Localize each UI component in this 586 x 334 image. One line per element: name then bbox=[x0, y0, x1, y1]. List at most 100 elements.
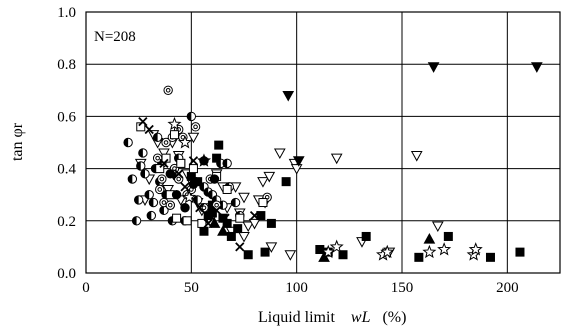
data-point-filled-square bbox=[281, 177, 291, 187]
marker-inner bbox=[155, 155, 160, 161]
marker-shape bbox=[180, 203, 190, 213]
data-point-half-filled-circle bbox=[148, 197, 159, 208]
marker-shape bbox=[380, 244, 395, 259]
data-point-open-triangle-down bbox=[162, 184, 175, 196]
x-tick-label: 200 bbox=[496, 280, 519, 296]
data-point-open-star bbox=[178, 135, 193, 149]
marker-shape bbox=[321, 244, 336, 259]
marker-half bbox=[134, 195, 139, 205]
marker-shape bbox=[199, 226, 209, 236]
data-point-filled-triangle-down bbox=[282, 91, 295, 102]
data-point-open-star bbox=[380, 244, 395, 259]
x-axis-unit: (%) bbox=[382, 309, 406, 326]
data-point-filled-square bbox=[338, 250, 348, 260]
data-point-filled-square bbox=[214, 140, 224, 150]
marker-shape bbox=[485, 252, 495, 262]
marker-shape bbox=[217, 225, 229, 236]
data-point-half-filled-circle bbox=[123, 137, 133, 148]
data-point-open-triangle-down bbox=[242, 221, 255, 233]
data-point-filled-square bbox=[315, 245, 325, 255]
data-point-filled-square bbox=[485, 252, 495, 262]
marker-shape bbox=[220, 213, 230, 223]
marker-shape bbox=[211, 205, 222, 215]
plot-frame bbox=[85, 11, 561, 274]
marker-inner bbox=[214, 202, 219, 208]
data-point-filled-triangle-down bbox=[427, 62, 440, 73]
marker-shape bbox=[214, 140, 224, 150]
data-point-open-triangle-down bbox=[248, 218, 261, 230]
data-point-open-square bbox=[222, 184, 232, 194]
marker-shape bbox=[182, 216, 192, 226]
marker-shape bbox=[249, 210, 260, 221]
data-point-open-square bbox=[169, 130, 179, 140]
data-point-filled-circle bbox=[188, 179, 199, 189]
data-point-cross bbox=[203, 218, 213, 229]
marker-shape bbox=[284, 250, 297, 261]
data-point-filled-square bbox=[199, 226, 209, 236]
marker-inner bbox=[193, 124, 198, 130]
marker-half bbox=[149, 198, 154, 207]
data-point-cross bbox=[180, 182, 190, 192]
data-point-filled-triangle-up bbox=[217, 225, 229, 236]
data-point-cross bbox=[159, 158, 169, 169]
marker-shape bbox=[290, 164, 303, 175]
y-tick-labels: 0.0 0.2 0.4 0.6 0.8 1.0 bbox=[57, 5, 76, 282]
marker-shape bbox=[515, 247, 525, 257]
y-tick-label: 1.0 bbox=[57, 5, 76, 21]
data-point-half-filled-circle bbox=[230, 197, 241, 208]
data-point-open-square bbox=[197, 218, 207, 228]
y-tick-label: 0.8 bbox=[57, 57, 76, 73]
marker-half bbox=[128, 174, 133, 184]
marker-half bbox=[168, 216, 173, 225]
marker-half bbox=[151, 164, 156, 173]
data-point-cross bbox=[144, 124, 154, 135]
marker-shape bbox=[248, 218, 261, 230]
data-point-half-filled-circle bbox=[159, 205, 169, 216]
data-point-open-triangle-down bbox=[158, 148, 170, 159]
data-point-open-square bbox=[182, 216, 192, 226]
data-point-filled-circle bbox=[171, 190, 182, 200]
marker-shape bbox=[318, 251, 330, 262]
marker-shape bbox=[423, 233, 436, 244]
marker-shape bbox=[182, 189, 197, 204]
data-point-open-triangle-down bbox=[330, 153, 343, 165]
marker-inner bbox=[201, 205, 207, 211]
marker-half bbox=[159, 206, 164, 215]
data-point-half-filled-circle bbox=[140, 169, 150, 179]
marker-shape bbox=[144, 124, 154, 135]
marker-shape bbox=[138, 116, 148, 127]
data-point-open-triangle-down bbox=[431, 221, 444, 233]
data-point-filled-square bbox=[233, 224, 243, 234]
data-point-double-circle bbox=[190, 122, 201, 132]
marker-half bbox=[193, 195, 198, 205]
y-tick-label: 0.4 bbox=[57, 162, 76, 178]
data-point-filled-circle bbox=[165, 169, 175, 179]
marker-shape bbox=[208, 217, 221, 228]
x-axis-title-text: Liquid limit bbox=[258, 309, 335, 326]
y-tick-label: 0.2 bbox=[57, 214, 76, 230]
marker-shape bbox=[330, 153, 343, 165]
marker-half bbox=[145, 190, 150, 199]
marker-half bbox=[138, 148, 143, 158]
marker-half bbox=[123, 138, 129, 147]
x-axis-title: Liquid limit wL (%) bbox=[258, 309, 406, 326]
marker-shape bbox=[188, 156, 199, 166]
data-point-open-triangle-down bbox=[284, 250, 297, 261]
data-point-half-filled-circle bbox=[146, 210, 157, 221]
data-point-filled-circle bbox=[209, 174, 220, 184]
marker-inner bbox=[176, 176, 181, 182]
marker-shape bbox=[238, 192, 250, 204]
marker-inner bbox=[163, 140, 169, 145]
data-point-cross bbox=[211, 205, 222, 215]
data-point-filled-square bbox=[243, 250, 253, 260]
data-point-filled-square bbox=[256, 211, 266, 221]
data-point-filled-circle bbox=[199, 156, 209, 166]
marker-shape bbox=[443, 231, 453, 241]
marker-shape bbox=[199, 156, 209, 166]
data-point-double-circle bbox=[165, 200, 175, 210]
data-point-open-triangle-down bbox=[265, 242, 278, 253]
marker-shape bbox=[203, 218, 213, 229]
data-point-open-triangle-down bbox=[238, 192, 250, 204]
